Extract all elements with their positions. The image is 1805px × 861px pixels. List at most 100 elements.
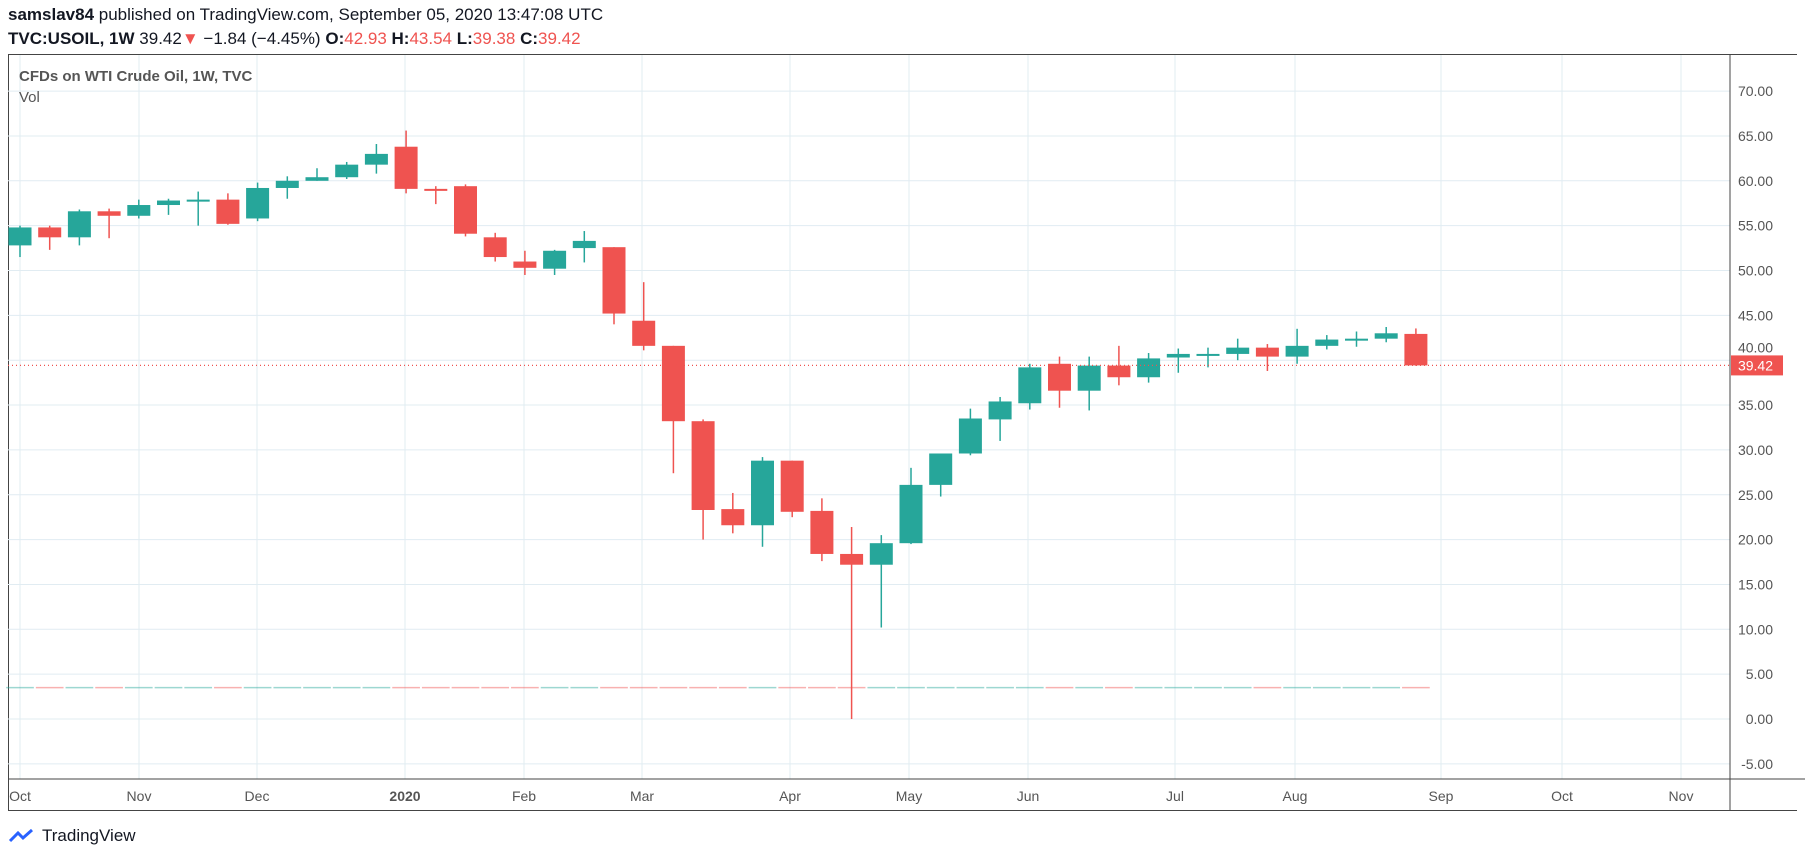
candle-body bbox=[1404, 333, 1428, 366]
author[interactable]: samslav84 bbox=[8, 5, 95, 24]
candle-body bbox=[216, 199, 240, 224]
candle-body bbox=[483, 237, 507, 258]
x-tick-label: Jun bbox=[1017, 788, 1040, 804]
y-tick-label: 5.00 bbox=[1746, 666, 1773, 682]
y-tick-label: 60.00 bbox=[1738, 173, 1773, 189]
y-tick-label: 55.00 bbox=[1738, 218, 1773, 234]
candle-body bbox=[275, 180, 299, 188]
candle-body bbox=[602, 247, 626, 314]
candle-body bbox=[840, 553, 864, 565]
low-label: L: bbox=[456, 29, 473, 48]
x-tick-label: Jul bbox=[1166, 788, 1184, 804]
symbol-info: TVC:USOIL, 1W 39.42▼ −1.84 (−4.45%) O:42… bbox=[8, 29, 581, 49]
candle-body bbox=[661, 345, 685, 422]
candle-body bbox=[454, 186, 477, 234]
candle-body bbox=[186, 199, 210, 202]
candle-body bbox=[780, 460, 804, 512]
x-tick-label: Feb bbox=[512, 788, 536, 804]
tradingview-logo[interactable]: TradingView bbox=[8, 826, 136, 846]
candle-body bbox=[335, 164, 359, 178]
candle-body bbox=[67, 211, 91, 238]
publish-info: samslav84 published on TradingView.com, … bbox=[8, 5, 603, 25]
y-tick-label: 25.00 bbox=[1738, 487, 1773, 503]
candle-body bbox=[97, 211, 121, 216]
published-text: published on TradingView.com, September … bbox=[98, 5, 604, 24]
x-tick-label: 2020 bbox=[389, 788, 420, 804]
y-tick-label: 70.00 bbox=[1738, 83, 1773, 99]
candle-body bbox=[751, 460, 774, 526]
candle-body bbox=[988, 401, 1012, 420]
y-tick-label: 65.00 bbox=[1738, 128, 1773, 144]
symbol: TVC:USOIL, 1W bbox=[8, 29, 135, 48]
y-tick-label: 15.00 bbox=[1738, 576, 1773, 592]
candle-body bbox=[1137, 358, 1161, 378]
x-tick-label: May bbox=[896, 788, 922, 804]
candle-body bbox=[513, 261, 537, 268]
candle-body bbox=[929, 453, 953, 485]
candle-body bbox=[1166, 353, 1190, 358]
candle-body bbox=[1315, 339, 1339, 346]
triangle-down-icon: ▼ bbox=[181, 29, 199, 48]
candle-body bbox=[1285, 345, 1309, 357]
volume-legend: Vol bbox=[19, 89, 40, 106]
close-label: C: bbox=[520, 29, 539, 48]
x-tick-label: Oct bbox=[1551, 788, 1573, 804]
candle-body bbox=[305, 177, 329, 181]
candle-body bbox=[691, 421, 715, 510]
high-label: H: bbox=[391, 29, 410, 48]
y-tick-label: 20.00 bbox=[1738, 532, 1773, 548]
candle-body bbox=[1048, 363, 1071, 391]
y-tick-label: -5.00 bbox=[1741, 756, 1773, 772]
y-tick-label: 35.00 bbox=[1738, 397, 1773, 413]
candle-body bbox=[810, 510, 834, 554]
candle-body bbox=[38, 227, 62, 238]
candle-body bbox=[1345, 338, 1368, 341]
open-label: O: bbox=[325, 29, 345, 48]
candle-body bbox=[364, 153, 388, 165]
tradingview-logo-icon bbox=[8, 828, 33, 843]
series-legend: CFDs on WTI Crude Oil, 1W, TVC bbox=[19, 68, 253, 85]
candle-body bbox=[127, 205, 151, 216]
x-tick-label: Sep bbox=[1429, 788, 1454, 804]
y-tick-label: 0.00 bbox=[1746, 711, 1773, 727]
last-price: 39.42 bbox=[139, 29, 182, 48]
last-price-box bbox=[1731, 355, 1783, 376]
candle-body bbox=[246, 187, 270, 219]
candle-body bbox=[572, 240, 596, 249]
candle-body bbox=[721, 509, 745, 526]
y-tick-label: 50.00 bbox=[1738, 263, 1773, 279]
candle-body bbox=[1255, 347, 1279, 357]
chart-frame bbox=[8, 54, 1797, 811]
x-tick-label: Nov bbox=[1669, 788, 1694, 804]
x-tick-label: Oct bbox=[9, 788, 31, 804]
high-value: 43.54 bbox=[409, 29, 453, 48]
x-tick-label: Mar bbox=[630, 788, 654, 804]
y-tick-label: 45.00 bbox=[1738, 307, 1773, 323]
candle-body bbox=[424, 188, 448, 191]
candle-body bbox=[8, 227, 32, 246]
y-tick-label: 40.00 bbox=[1738, 339, 1773, 355]
candle-body bbox=[1196, 353, 1220, 356]
candle-body bbox=[958, 418, 982, 454]
candle-body bbox=[869, 543, 893, 565]
low-value: 39.38 bbox=[472, 29, 516, 48]
close-value: 39.42 bbox=[538, 29, 581, 48]
candle-body bbox=[1226, 347, 1250, 354]
candle-body bbox=[1374, 333, 1398, 339]
open-value: 42.93 bbox=[344, 29, 387, 48]
x-tick-label: Dec bbox=[245, 788, 270, 804]
x-tick-label: Nov bbox=[127, 788, 152, 804]
candle-body bbox=[632, 320, 656, 346]
price-change: −1.84 (−4.45%) bbox=[203, 29, 321, 48]
candle-body bbox=[1107, 365, 1131, 378]
y-tick-label: 10.00 bbox=[1738, 621, 1773, 637]
candle-body bbox=[1077, 365, 1101, 391]
x-tick-label: Apr bbox=[779, 788, 801, 804]
x-tick-label: Aug bbox=[1283, 788, 1308, 804]
y-tick-label: 30.00 bbox=[1738, 442, 1773, 458]
last-price-label: 39.42 bbox=[1738, 357, 1773, 373]
candle-body bbox=[543, 250, 567, 269]
candle-body bbox=[899, 484, 923, 544]
candle-body bbox=[394, 146, 418, 189]
